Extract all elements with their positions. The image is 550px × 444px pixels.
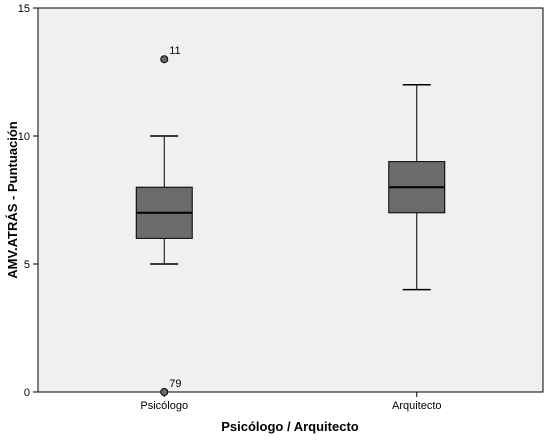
x-axis: Psicólogo Arquitecto <box>140 392 442 412</box>
y-tick-label: 0 <box>24 387 30 399</box>
y-axis-title: AMV.ATRÁS - Puntuación <box>5 121 20 279</box>
box-group <box>388 84 446 291</box>
x-tick-label: Psicólogo <box>140 400 188 412</box>
y-tick-label: 5 <box>24 259 30 271</box>
outlier-point <box>160 55 169 64</box>
x-axis-title: Psicólogo / Arquitecto <box>221 419 359 434</box>
box-group: 11 79 <box>135 45 193 396</box>
boxes-layer: 11 79 <box>135 45 446 396</box>
y-tick-label: 15 <box>18 3 30 15</box>
outlier-point <box>160 388 169 396</box>
y-tick-label: 10 <box>18 131 30 143</box>
outlier-label: 79 <box>169 378 181 390</box>
x-tick-label: Arquitecto <box>392 400 442 412</box>
plot-area <box>37 7 544 393</box>
y-axis: 0 5 10 15 <box>18 3 38 399</box>
outlier-label: 11 <box>169 45 180 57</box>
